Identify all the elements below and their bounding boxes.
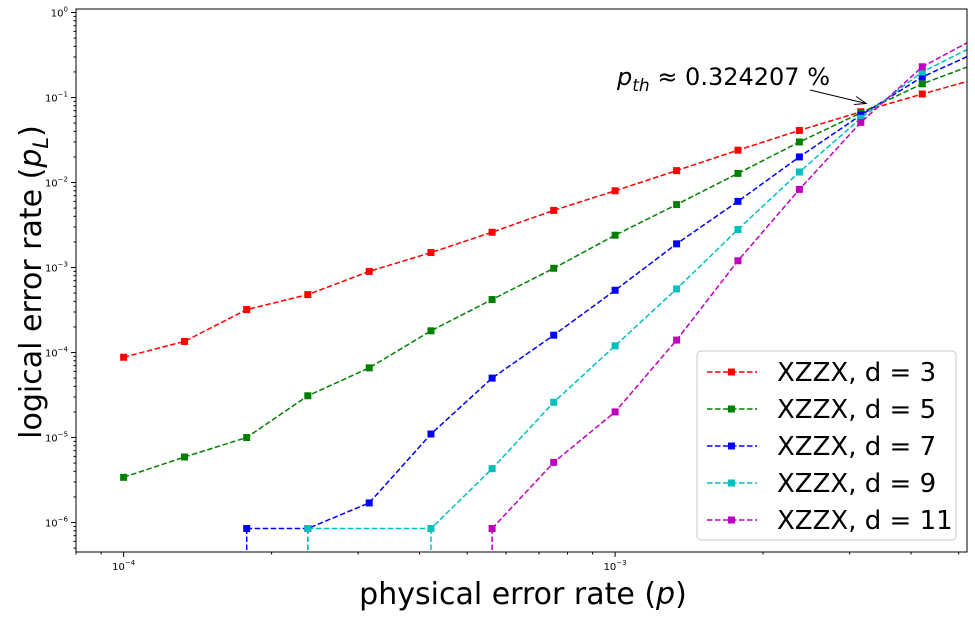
- legend-marker: [728, 479, 735, 487]
- data-point: [427, 327, 435, 335]
- annotation-arrowhead: [854, 96, 868, 106]
- y-tick-label: 10−4: [45, 346, 69, 360]
- data-point: [365, 499, 373, 507]
- data-point: [734, 146, 742, 154]
- annotation-arrow: [809, 89, 867, 105]
- legend-item: XZZX, d = 9: [707, 469, 936, 499]
- data-point: [427, 430, 435, 438]
- data-point: [550, 398, 558, 406]
- y-tick-label: 10−3: [45, 261, 68, 275]
- data-point: [243, 525, 251, 533]
- data-point: [918, 90, 926, 98]
- legend-item: XZZX, d = 11: [707, 506, 953, 536]
- legend-label: XZZX, d = 3: [777, 358, 936, 388]
- data-point: [120, 473, 128, 481]
- data-point: [243, 306, 251, 314]
- series-5: [488, 41, 967, 552]
- data-point: [734, 169, 742, 177]
- annotation-layer: pth ≈ 0.324207 %: [616, 63, 868, 106]
- legend-box: [696, 350, 957, 541]
- legend-label: XZZX, d = 5: [777, 395, 936, 425]
- y-tick-label: 100: [51, 6, 68, 20]
- data-point: [611, 231, 619, 239]
- data-point: [611, 286, 619, 294]
- data-point: [427, 525, 435, 533]
- plot-frame: [75, 8, 968, 553]
- data-point: [673, 285, 681, 293]
- data-point: [488, 525, 496, 533]
- data-point: [427, 249, 435, 257]
- y-tick-label: 10−2: [45, 176, 68, 190]
- legend: XZZX, d = 3 XZZX, d = 5 XZZX, d = 7 XZZX, d…: [696, 350, 957, 541]
- data-point: [243, 434, 251, 442]
- data-point: [673, 201, 681, 209]
- data-point: [795, 185, 803, 193]
- data-point: [795, 126, 803, 134]
- data-point: [611, 408, 619, 416]
- data-point: [550, 458, 558, 466]
- y-tick-label: 10−6: [45, 516, 69, 530]
- legend-marker: [728, 405, 735, 413]
- data-point: [550, 206, 558, 214]
- x-tick-label: 10−4: [112, 559, 136, 573]
- data-point: [304, 525, 312, 533]
- x-tick-label: 10−3: [604, 559, 627, 573]
- data-point: [918, 68, 926, 76]
- data-point: [734, 197, 742, 205]
- x-axis-label: physical error rate (p): [359, 577, 687, 612]
- legend-item: XZZX, d = 3: [707, 358, 936, 388]
- legend-marker: [728, 516, 735, 524]
- series-4: [304, 48, 967, 552]
- data-point: [180, 337, 188, 345]
- data-point: [857, 114, 865, 122]
- y-tick-label: 10−5: [45, 431, 68, 445]
- data-point: [488, 465, 496, 473]
- data-point: [734, 226, 742, 234]
- data-point: [488, 296, 496, 304]
- series-line: [123, 80, 967, 358]
- data-point: [795, 168, 803, 176]
- data-point: [488, 374, 496, 382]
- threshold-annotation: pth ≈ 0.324207 %: [616, 63, 830, 96]
- legend-item: XZZX, d = 5: [707, 395, 936, 425]
- data-point: [673, 167, 681, 175]
- legend-marker: [728, 442, 735, 450]
- data-point: [918, 73, 926, 81]
- legend-marker: [728, 368, 735, 376]
- data-point: [673, 240, 681, 248]
- data-point: [304, 291, 312, 299]
- legend-label: XZZX, d = 9: [777, 469, 936, 499]
- data-point: [120, 353, 128, 361]
- data-point: [304, 392, 312, 400]
- data-point: [857, 118, 865, 126]
- legend-label: XZZX, d = 7: [777, 432, 936, 462]
- data-point: [918, 80, 926, 88]
- legend-item: XZZX, d = 7: [707, 432, 936, 462]
- data-point: [365, 364, 373, 372]
- data-point: [795, 153, 803, 161]
- data-point: [673, 336, 681, 344]
- series-layer: [120, 41, 967, 552]
- data-point: [550, 264, 558, 272]
- legend-label: XZZX, d = 11: [777, 506, 953, 536]
- y-axis-label: logical error rate (pL): [14, 125, 53, 439]
- data-point: [611, 342, 619, 350]
- y-tick-label: 10−1: [45, 91, 68, 105]
- data-point: [488, 228, 496, 236]
- data-point: [918, 63, 926, 71]
- data-point: [611, 187, 619, 195]
- data-point: [180, 453, 188, 461]
- data-point: [365, 267, 373, 275]
- data-point: [734, 257, 742, 265]
- data-point: [795, 138, 803, 146]
- data-point: [550, 331, 558, 339]
